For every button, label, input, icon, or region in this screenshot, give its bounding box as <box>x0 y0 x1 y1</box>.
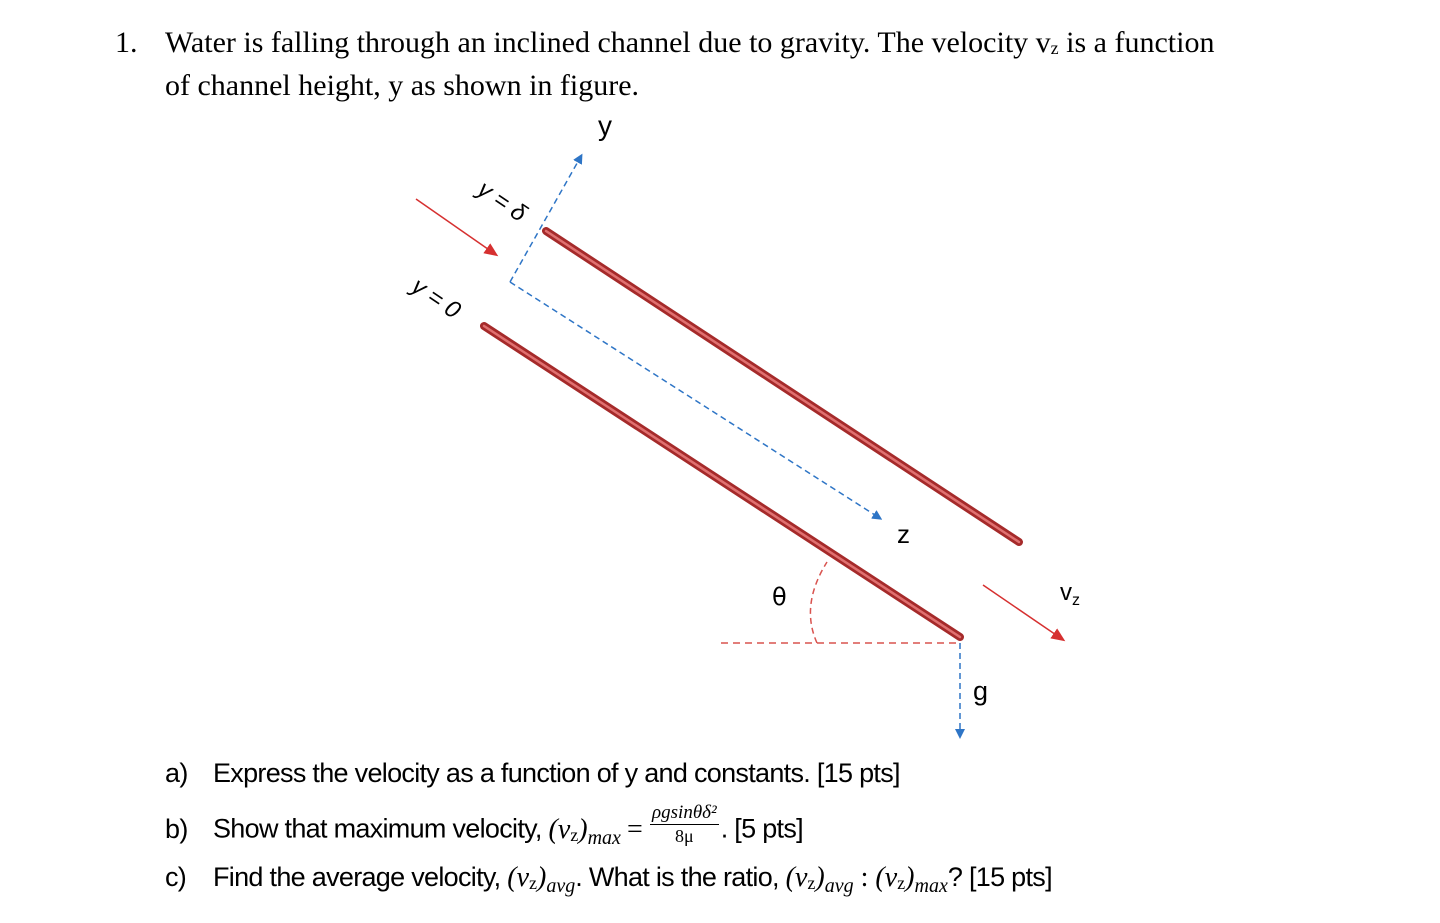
question-label: c) <box>165 862 187 892</box>
problem-line-2: of channel height, y as shown in figure. <box>165 69 640 102</box>
question-b: b) Show that maximum velocity, (vz)max = ρg… <box>165 802 804 849</box>
fraction-denominator: 8μ <box>675 826 694 846</box>
problem-line-1: Water is falling through an inclined cha… <box>165 26 1215 59</box>
y-axis-label: y <box>598 110 612 141</box>
lower-wall <box>480 322 964 641</box>
question-label: b) <box>165 813 188 844</box>
inlet-flow-arrow <box>415 198 499 257</box>
upper-wall-label: y = δ <box>471 174 532 227</box>
ratio-expression: (vz)avg : (vz)max <box>785 862 948 897</box>
lower-wall-label: y = 0 <box>405 271 466 324</box>
upper-wall <box>542 227 1023 546</box>
fraction-numerator: ρgsinθδ² <box>650 802 719 825</box>
vz-avg-expression: (vz)avg <box>507 862 576 897</box>
problem-text: Water is falling through an inclined cha… <box>165 24 1345 104</box>
z-axis-label: z <box>897 519 910 549</box>
gravity-label: g <box>973 676 988 706</box>
vz-max-expression: (vz)max <box>548 813 621 849</box>
velocity-arrow <box>982 584 1066 642</box>
y-axis <box>509 153 583 283</box>
velocity-label: vz <box>1060 579 1080 609</box>
question-a: a) Express the velocity as a function of … <box>165 758 901 789</box>
question-label: a) <box>165 758 188 788</box>
max-velocity-fraction: ρgsinθδ² 8μ <box>650 802 719 847</box>
angle-label: θ <box>772 583 787 611</box>
question-text: Express the velocity as a function of y … <box>213 758 901 788</box>
question-c: c) Find the average velocity, (vz)avg. Wh… <box>165 862 1053 897</box>
problem-number: 1. <box>115 26 138 59</box>
angle-arc <box>809 561 828 644</box>
z-axis <box>509 281 883 520</box>
